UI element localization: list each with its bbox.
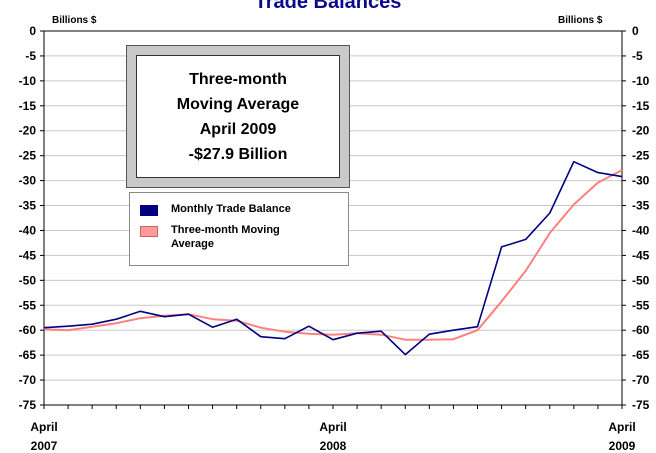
- callout-line-4: -$27.9 Billion: [188, 145, 288, 163]
- y-tick-label-left: -70: [19, 373, 37, 387]
- callout-line-2: Moving Average: [176, 95, 300, 113]
- y-tick-label-left: 0: [29, 24, 36, 38]
- y-tick-label-right: -45: [632, 248, 650, 262]
- y-tick-label-right: -25: [632, 149, 650, 163]
- y-tick-label-right: -15: [632, 99, 650, 113]
- y-tick-label-right: -55: [632, 298, 650, 312]
- y-tick-label-right: -50: [632, 273, 650, 287]
- y-tick-label-left: -30: [19, 174, 37, 188]
- chart-legend: Monthly Trade Balance Three-month Moving…: [129, 192, 349, 266]
- callout-line-1: Three-month: [189, 70, 287, 88]
- chart-title: Trade Balances: [255, 0, 402, 13]
- y-tick-label-left: -5: [25, 49, 36, 63]
- y-tick-label-right: -10: [632, 74, 650, 88]
- y-tick-label-right: -35: [632, 199, 650, 213]
- legend-item-moving-average: Three-month Moving Average: [140, 223, 321, 251]
- y-tick-label-right: -60: [632, 323, 650, 337]
- y-tick-label-right: -75: [632, 398, 650, 412]
- y-tick-label-left: -50: [19, 273, 37, 287]
- callout-box: Three-month Moving Average April 2009 -$…: [126, 45, 350, 188]
- y-tick-label-left: -40: [19, 223, 37, 237]
- x-tick-label-year: 2009: [609, 439, 636, 453]
- y-tick-label-left: -15: [19, 99, 37, 113]
- right-axis-unit: Billions $: [558, 15, 603, 26]
- y-tick-label-right: -65: [632, 348, 650, 362]
- left-axis-unit: Billions $: [52, 15, 97, 26]
- x-tick-label-month: April: [608, 420, 635, 434]
- y-tick-label-left: -55: [19, 298, 37, 312]
- legend-label-monthly: Monthly Trade Balance: [171, 203, 291, 215]
- y-tick-label-right: -5: [632, 49, 643, 63]
- y-tick-label-left: -75: [19, 398, 37, 412]
- series-line-monthly-trade-balance: [43, 160, 623, 356]
- legend-swatch-monthly: [140, 205, 158, 216]
- y-tick-label-right: -40: [632, 223, 650, 237]
- series-line-moving-average: [43, 169, 623, 341]
- axis-ticks: 0 0 -5 -5 -10 -10 -15 -15 -20 -20 -25 -25 -30 -30 -35 -…: [19, 24, 650, 453]
- callout-line-3: April 2009: [199, 120, 277, 138]
- y-tick-label-left: -65: [19, 348, 37, 362]
- y-tick-label-right: -70: [632, 373, 650, 387]
- series-lines: [43, 160, 623, 356]
- y-tick-label-left: -35: [19, 199, 37, 213]
- legend-swatch-moving-average: [140, 226, 158, 237]
- x-tick-label-year: 2008: [320, 439, 347, 453]
- y-tick-label-right: 0: [632, 24, 639, 38]
- legend-item-monthly: Monthly Trade Balance: [140, 202, 321, 216]
- y-tick-label-right: -30: [632, 174, 650, 188]
- y-tick-label-right: -20: [632, 124, 650, 138]
- y-tick-label-left: -45: [19, 248, 37, 262]
- y-tick-label-left: -25: [19, 149, 37, 163]
- y-tick-label-left: -10: [19, 74, 37, 88]
- x-tick-label-year: 2007: [31, 439, 58, 453]
- y-tick-label-left: -60: [19, 323, 37, 337]
- legend-label-moving-average: Three-month Moving Average: [171, 224, 280, 250]
- x-tick-label-month: April: [30, 420, 57, 434]
- y-tick-label-left: -20: [19, 124, 37, 138]
- x-tick-label-month: April: [319, 420, 346, 434]
